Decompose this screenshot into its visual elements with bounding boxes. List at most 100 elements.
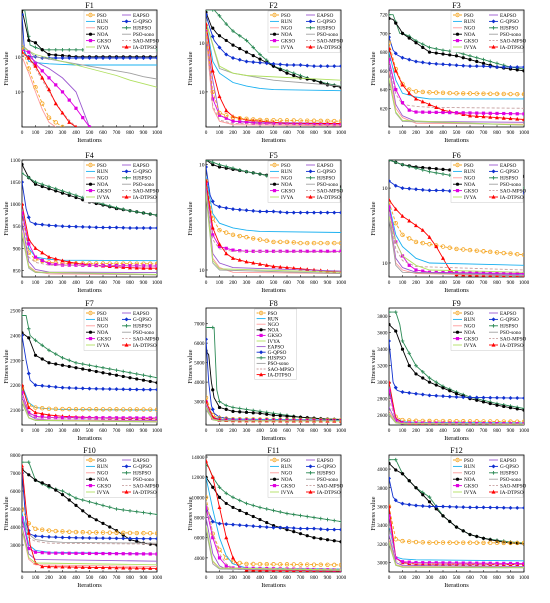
legend-box (83, 455, 157, 498)
series-line-pso-sono (389, 218, 524, 277)
data-point-ia-dtpso (407, 218, 412, 223)
y-tick-label: 850 (13, 268, 21, 274)
data-point-ia-dtpso (53, 564, 58, 569)
x-tick-label: 0 (205, 280, 208, 286)
data-point-g-qpso (217, 45, 222, 50)
x-tick-label: 900 (324, 428, 332, 434)
legend-label-gkso: GKSO (97, 188, 111, 194)
data-point-ia-dtpso (420, 228, 425, 232)
data-point-noa (448, 53, 452, 57)
series-line-ivya (22, 528, 157, 566)
data-point-noa (461, 529, 465, 533)
data-point-hjspso (128, 370, 132, 375)
series-line-run (206, 176, 341, 233)
legend-label-pso: PSO (464, 163, 474, 169)
data-point-pso (251, 117, 256, 122)
data-point-noa (394, 21, 398, 25)
data-point-gkso (515, 271, 519, 276)
data-point-pso (60, 124, 65, 127)
legend-marker-noa (272, 477, 277, 481)
data-point-g-qpso (285, 525, 289, 530)
data-point-pso (251, 236, 256, 241)
data-point-gkso (121, 552, 125, 556)
data-point-gkso (47, 262, 51, 266)
legend-marker-noa (455, 182, 460, 186)
x-tick-label: 500 (453, 428, 461, 434)
legend-label-eapso: EAPSO (317, 163, 334, 169)
data-point-ia-dtpso (134, 265, 139, 270)
data-point-pso (40, 101, 45, 106)
data-point-g-qpso (231, 55, 235, 60)
legend-label-noa: NOA (268, 328, 279, 334)
y-tick-label: 2200 (10, 383, 21, 389)
legend-label-gkso: GKSO (464, 188, 478, 194)
legend-label-eapso: EAPSO (268, 344, 285, 350)
legend-marker-gkso (88, 39, 93, 43)
legend-label-sao-mpso: SAO-MPSO (317, 483, 343, 489)
legend-label-ivya: IVYA (464, 490, 477, 496)
data-point-g-qpso (80, 535, 85, 540)
data-point-g-qpso (87, 535, 92, 540)
data-point-gkso (508, 112, 513, 116)
data-point-noa (421, 493, 425, 497)
data-point-g-qpso (508, 65, 513, 70)
data-point-g-qpso (434, 504, 439, 509)
data-point-pso (237, 116, 242, 121)
data-point-g-qpso (305, 210, 310, 215)
series-line-ivya (22, 232, 157, 275)
data-point-noa (394, 329, 398, 333)
data-point-noa (421, 166, 425, 170)
legend-label-g-qpso: G-QPSO (268, 350, 287, 356)
series-line-eapso (22, 526, 157, 562)
y-tick-label: 3000 (377, 380, 388, 386)
data-point-g-qpso (400, 501, 405, 506)
data-point-pso (244, 116, 249, 122)
legend-label-run: RUN (97, 317, 108, 323)
legend-label-ngo: NGO (97, 324, 108, 330)
data-point-gkso (454, 111, 459, 115)
y-tick-label: 3000 (377, 561, 388, 567)
data-point-pso (100, 530, 106, 535)
series-line-ivya (22, 47, 157, 88)
legend-marker-gkso (455, 337, 460, 341)
data-point-noa (427, 166, 432, 170)
data-point-gkso (488, 111, 492, 115)
y-axis-label: Fitness value (187, 51, 194, 85)
data-point-pso (298, 562, 303, 567)
data-point-ia-dtpso (206, 458, 208, 463)
data-point-gkso (67, 98, 71, 102)
data-point-g-qpso (224, 205, 229, 210)
legend-label-run: RUN (281, 169, 292, 175)
data-point-pso (22, 45, 25, 50)
data-point-hjspso (114, 507, 119, 511)
data-point-hjspso (114, 205, 119, 210)
data-point-noa (231, 43, 235, 47)
x-tick-label: 300 (59, 575, 67, 581)
data-point-gkso (87, 551, 92, 556)
data-point-g-qpso (60, 535, 65, 540)
data-point-noa (211, 26, 215, 30)
data-point-pso (515, 91, 520, 97)
data-point-ia-dtpso (47, 412, 51, 417)
x-tick-label: 200 (412, 428, 420, 434)
series-line-sao-mpso (206, 185, 341, 253)
data-point-gkso (33, 550, 38, 554)
data-point-ia-dtpso (434, 105, 439, 109)
data-point-hjspso (522, 406, 524, 411)
data-point-hjspso (393, 160, 398, 165)
data-point-ia-dtpso (60, 564, 65, 569)
data-point-hjspso (400, 339, 405, 343)
data-point-gkso (135, 552, 139, 556)
data-point-noa (434, 51, 438, 55)
data-point-gkso (74, 551, 78, 555)
data-point-g-qpso (60, 55, 65, 60)
x-tick-label: 600 (99, 575, 107, 581)
data-point-g-qpso (128, 55, 132, 60)
data-point-ia-dtpso (67, 564, 72, 569)
data-point-g-qpso (420, 504, 425, 509)
data-point-gkso (454, 271, 459, 275)
data-point-pso (114, 530, 119, 535)
series-group (206, 10, 341, 127)
data-point-noa (414, 41, 418, 45)
x-tick-label: 100 (216, 130, 224, 136)
